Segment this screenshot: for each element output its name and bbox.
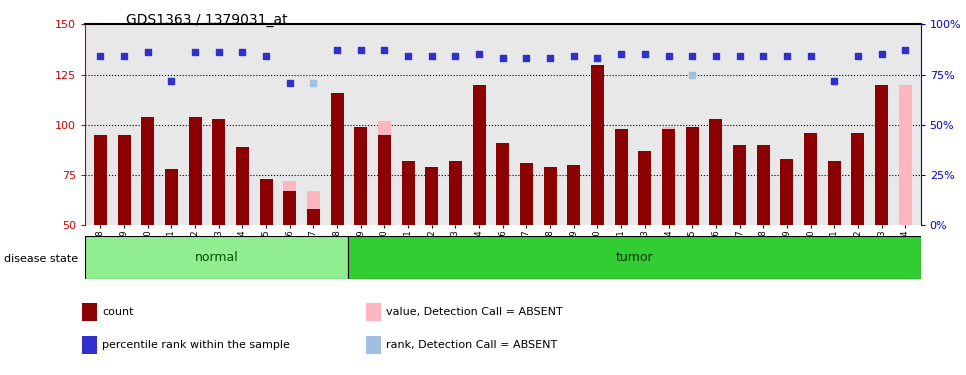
Point bbox=[93, 54, 108, 60]
Point bbox=[897, 48, 913, 54]
Text: percentile rank within the sample: percentile rank within the sample bbox=[102, 340, 290, 350]
Point bbox=[258, 54, 273, 60]
Point bbox=[566, 54, 582, 60]
Point bbox=[211, 50, 226, 55]
Point bbox=[780, 54, 795, 60]
Text: disease state: disease state bbox=[4, 255, 78, 264]
Point bbox=[661, 54, 676, 60]
Bar bbox=[366, 336, 381, 354]
Point bbox=[116, 54, 131, 60]
Point bbox=[874, 51, 890, 57]
Point bbox=[329, 48, 345, 54]
Point bbox=[140, 50, 156, 55]
Bar bbox=[118, 135, 130, 225]
Bar bbox=[165, 169, 178, 225]
Bar bbox=[662, 127, 675, 225]
Bar bbox=[449, 161, 462, 225]
Bar bbox=[283, 181, 297, 225]
Bar bbox=[733, 145, 746, 225]
Text: normal: normal bbox=[194, 251, 239, 264]
Point bbox=[803, 54, 818, 60]
Bar bbox=[851, 133, 865, 225]
Point bbox=[447, 54, 463, 60]
Bar bbox=[94, 135, 107, 225]
Bar bbox=[236, 147, 249, 225]
Text: GDS1363 / 1379031_at: GDS1363 / 1379031_at bbox=[126, 13, 287, 27]
Bar bbox=[85, 236, 348, 279]
Point bbox=[377, 48, 392, 54]
Bar bbox=[188, 117, 202, 225]
Point bbox=[282, 80, 298, 86]
Point bbox=[732, 54, 748, 60]
Point bbox=[708, 54, 724, 60]
Bar bbox=[497, 143, 509, 225]
Bar bbox=[686, 127, 698, 225]
Bar bbox=[366, 303, 381, 321]
Point bbox=[471, 51, 487, 57]
Bar bbox=[307, 209, 320, 225]
Point bbox=[685, 54, 700, 60]
Point bbox=[353, 48, 368, 54]
Point bbox=[496, 56, 511, 62]
Point bbox=[305, 80, 321, 86]
Point bbox=[827, 78, 842, 84]
Bar bbox=[378, 121, 391, 225]
Bar bbox=[828, 161, 840, 225]
Point bbox=[543, 56, 558, 62]
Bar bbox=[141, 117, 155, 225]
Bar bbox=[213, 118, 225, 225]
Text: rank, Detection Call = ABSENT: rank, Detection Call = ABSENT bbox=[386, 340, 557, 350]
Bar bbox=[260, 179, 272, 225]
Bar bbox=[686, 209, 698, 225]
Point bbox=[235, 50, 250, 55]
Text: count: count bbox=[102, 307, 134, 317]
Point bbox=[613, 51, 629, 57]
Bar bbox=[662, 129, 675, 225]
Point bbox=[187, 50, 203, 55]
Bar bbox=[283, 191, 297, 225]
Bar bbox=[709, 118, 723, 225]
Bar bbox=[639, 151, 651, 225]
Bar bbox=[567, 165, 581, 225]
Bar bbox=[898, 85, 912, 225]
Point bbox=[519, 56, 534, 62]
Bar bbox=[520, 163, 533, 225]
Bar bbox=[875, 85, 888, 225]
Bar bbox=[544, 167, 556, 225]
Bar bbox=[804, 133, 817, 225]
Point bbox=[850, 54, 866, 60]
Point bbox=[685, 72, 700, 78]
Bar bbox=[307, 191, 320, 225]
Bar bbox=[82, 303, 97, 321]
Bar bbox=[402, 161, 414, 225]
Text: value, Detection Call = ABSENT: value, Detection Call = ABSENT bbox=[386, 307, 563, 317]
Bar bbox=[472, 85, 486, 225]
Point bbox=[163, 78, 179, 84]
Point bbox=[424, 54, 440, 60]
Bar bbox=[756, 145, 770, 225]
Bar bbox=[82, 336, 97, 354]
Bar bbox=[781, 159, 793, 225]
Bar bbox=[378, 135, 391, 225]
Point bbox=[590, 56, 606, 62]
Point bbox=[755, 54, 771, 60]
Text: tumor: tumor bbox=[615, 251, 653, 264]
Bar bbox=[425, 167, 439, 225]
Bar bbox=[355, 127, 367, 225]
Bar bbox=[348, 236, 921, 279]
Bar bbox=[851, 133, 865, 225]
Point bbox=[400, 54, 415, 60]
Point bbox=[638, 51, 653, 57]
Bar bbox=[591, 64, 604, 225]
Bar bbox=[330, 93, 344, 225]
Bar bbox=[614, 129, 628, 225]
